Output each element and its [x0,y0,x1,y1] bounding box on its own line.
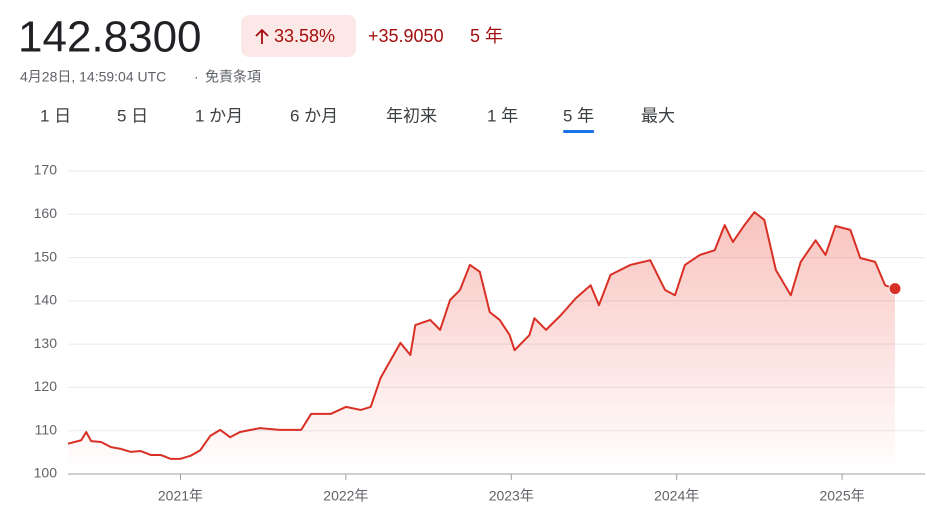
y-tick-label: 110 [35,421,58,437]
tab[interactable]: 年初来 [386,106,437,125]
separator: · [194,69,199,85]
price: 142.8300 [18,13,202,62]
x-tick-label: 2025年 [819,488,864,504]
y-tick-label: 170 [34,162,58,178]
tab[interactable]: 1 日 [40,106,71,125]
tab[interactable]: 1 年 [487,106,518,125]
x-tick-label: 2021年 [158,488,203,504]
timestamp: 4月28日, 14:59:04 UTC [20,69,166,85]
change-badge [241,15,356,57]
y-tick-label: 150 [34,248,58,264]
disclaimer[interactable]: 免責条項 [205,69,261,85]
change-pct: 33.58% [274,26,335,46]
tab[interactable]: 1 か月 [195,106,243,125]
last-point [888,282,902,296]
x-tick-label: 2022年 [323,488,368,504]
tab[interactable]: 6 か月 [290,106,338,125]
tab-indicator [563,130,595,133]
tab[interactable]: 最大 [641,106,675,125]
y-tick-label: 130 [34,335,58,351]
tab[interactable]: 5 年 [563,106,594,125]
area [68,212,895,474]
period: 5 年 [470,26,503,46]
x-tick-label: 2024年 [654,488,699,504]
y-tick-label: 100 [34,465,58,481]
x-tick-label: 2023年 [489,488,534,504]
y-tick-label: 120 [34,378,58,394]
y-tick-label: 160 [34,205,58,221]
tab[interactable]: 5 日 [117,106,148,125]
tab-bar: 1 日 5 日 1 か月 6 か月 年初来 1 年 5 年 最大 [40,106,675,133]
up-arrow [255,28,269,44]
change-abs: +35.9050 [368,26,444,46]
y-tick-label: 140 [34,292,58,308]
chart: 100 110 120 130 140 150 160 170 2021年 2022年 2023年 2… [34,162,925,504]
price-line [67,211,896,460]
